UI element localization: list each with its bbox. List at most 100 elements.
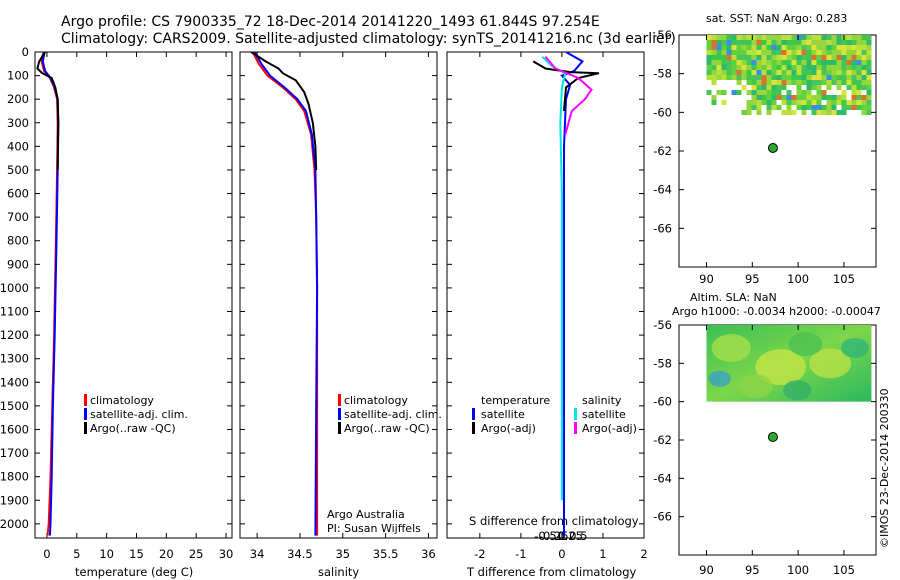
lat-tick-label: -60: [653, 105, 672, 119]
sst-cell: [716, 65, 722, 70]
sst-cell: [711, 40, 717, 45]
sst-cell: [856, 35, 862, 40]
sst-lat-ticks: -56 -58 -60 -62 -64 -66: [653, 28, 876, 235]
sst-cell: [751, 100, 757, 105]
sst-cell: [836, 45, 842, 50]
sst-cell: [731, 90, 737, 95]
difference-tick-label: -2: [474, 547, 485, 561]
sst-cell: [771, 80, 777, 85]
sst-cell: [826, 95, 832, 100]
sst-cell: [776, 50, 782, 55]
sst-cell: [866, 65, 872, 70]
argo-position-marker: [767, 432, 778, 443]
sst-cell: [736, 90, 742, 95]
sst-cell: [711, 70, 717, 75]
sst-cell: [856, 50, 862, 55]
sst-cell: [786, 100, 792, 105]
sst-cell: [801, 75, 807, 80]
t-difference-xlabel: T difference from climatology: [466, 565, 637, 579]
sst-cell: [776, 55, 782, 60]
difference-profiles: [532, 52, 600, 536]
sst-cell: [801, 80, 807, 85]
sst-cell: [826, 105, 832, 110]
sst-cell: [731, 60, 737, 65]
sst-cell: [776, 75, 782, 80]
sst-cell: [831, 55, 837, 60]
sst-cell: [751, 95, 757, 100]
legend-swatch-s-satellite: [574, 408, 577, 420]
sst-cell: [746, 60, 752, 65]
sst-cell: [846, 65, 852, 70]
sst-cell: [811, 45, 817, 50]
sst-cell: [791, 65, 797, 70]
temperature-argo-line: [36, 52, 60, 171]
sst-cell: [821, 45, 827, 50]
sst-cell: [791, 95, 797, 100]
sla-field: [706, 325, 872, 402]
legend-swatch-argo: [338, 422, 341, 434]
sst-cell: [806, 40, 812, 45]
depth-tick-label: 2000: [0, 517, 29, 531]
sst-cell: [741, 45, 747, 50]
sst-cell: [726, 40, 732, 45]
sst-cell: [806, 85, 812, 90]
sst-cell: [851, 55, 857, 60]
sst-cell: [826, 40, 832, 45]
sst-cell: [821, 95, 827, 100]
sst-cell: [796, 55, 802, 60]
sst-cell: [761, 75, 767, 80]
sst-cell: [841, 70, 847, 75]
lat-tick-label: -60: [653, 395, 672, 409]
sst-cell: [741, 55, 747, 60]
sst-cell: [811, 85, 817, 90]
difference-tick-label: 0: [558, 547, 565, 561]
sst-cell: [851, 50, 857, 55]
sst-cell: [756, 60, 762, 65]
sst-cell: [861, 80, 867, 85]
sst-cell: [846, 85, 852, 90]
sst-cell: [726, 55, 732, 60]
sst-cell: [831, 100, 837, 105]
sst-cell: [866, 40, 872, 45]
sst-cell: [836, 35, 842, 40]
depth-tick-label: 1500: [0, 399, 29, 413]
sst-cell: [731, 35, 737, 40]
sst-cell: [846, 105, 852, 110]
sst-cell: [721, 55, 727, 60]
sst-cell: [806, 105, 812, 110]
t-difference-x-ticks: -2 -1 0 1 2: [474, 547, 648, 561]
sst-cell: [761, 35, 767, 40]
lon-tick-label: 105: [833, 272, 855, 286]
sst-cell: [706, 90, 712, 95]
sst-cell: [821, 65, 827, 70]
sst-cell: [836, 60, 842, 65]
sst-cell: [816, 85, 822, 90]
sst-cell: [711, 50, 717, 55]
sst-cell: [721, 70, 727, 75]
legend-argo: Argo(..raw -QC): [344, 422, 430, 435]
temperature-profiles: [36, 52, 60, 536]
depth-tick-label: 500: [7, 163, 29, 177]
sst-cell: [716, 45, 722, 50]
sla-lon-ticks: 90 95 100 105: [699, 325, 855, 577]
temperature-xlabel: temperature (deg C): [75, 565, 193, 579]
sst-cell: [756, 45, 762, 50]
sst-cell: [731, 40, 737, 45]
sst-cell: [841, 95, 847, 100]
sst-cell: [846, 45, 852, 50]
sst-cell: [841, 80, 847, 85]
sst-cell: [806, 45, 812, 50]
sst-cell: [816, 65, 822, 70]
sst-field: [706, 35, 872, 115]
legend-salinity-title: salinity: [582, 394, 622, 407]
sst-cell: [766, 70, 772, 75]
legend-s-argo: Argo(-adj): [582, 422, 637, 435]
lon-tick-label: 90: [699, 272, 714, 286]
sst-cell: [736, 40, 742, 45]
sst-cell: [796, 105, 802, 110]
sst-cell: [731, 70, 737, 75]
t-diff-satellite-line: [560, 52, 584, 536]
sst-cell: [756, 55, 762, 60]
lon-tick-label: 95: [745, 272, 760, 286]
